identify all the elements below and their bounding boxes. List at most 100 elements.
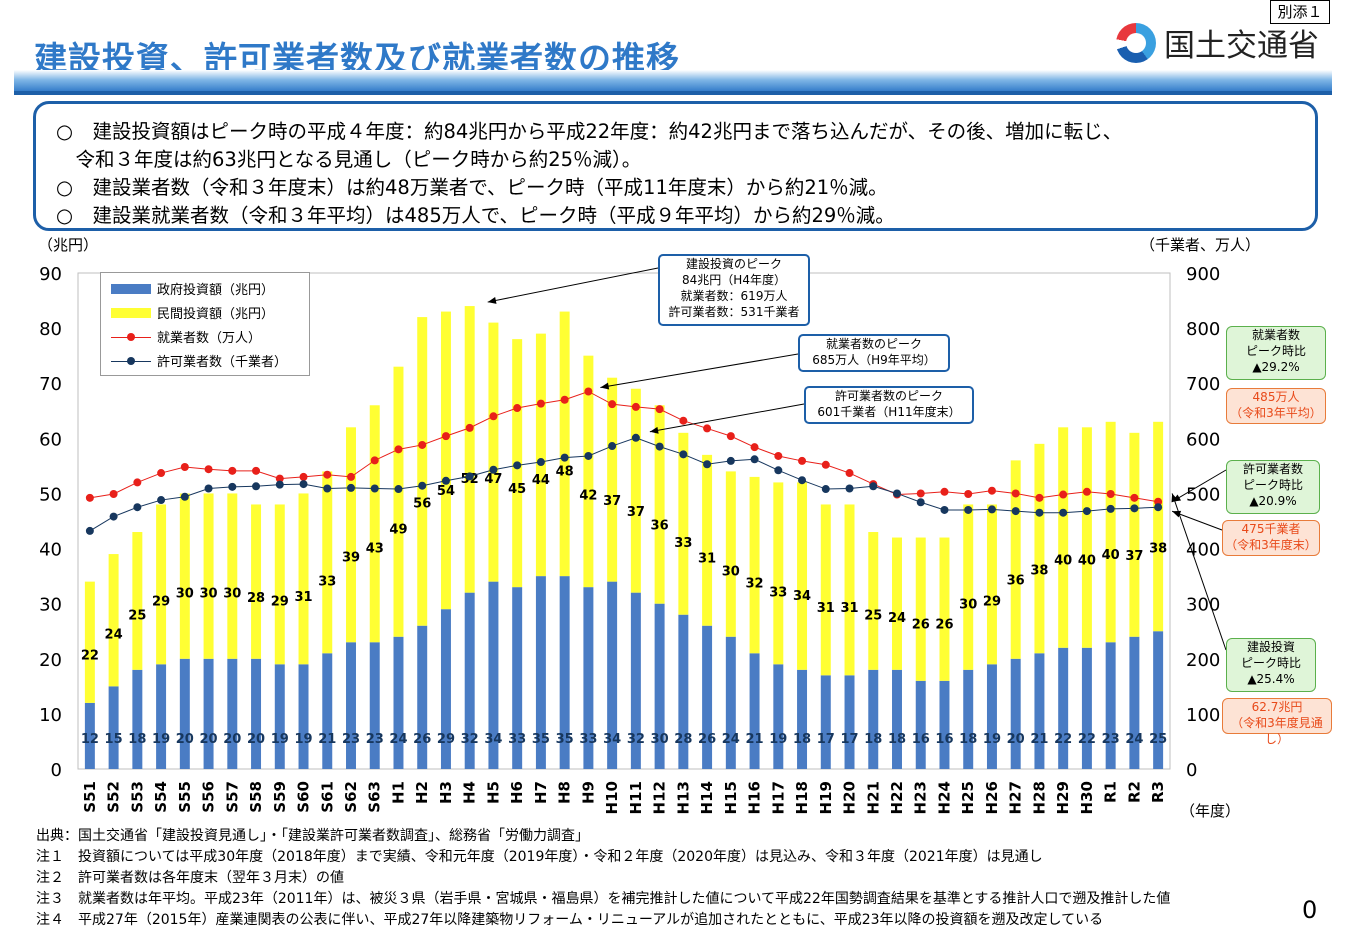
- left-tick-label: 10: [39, 705, 62, 726]
- point-workers: [916, 489, 925, 498]
- right-axis-unit: （千業者、万人）: [1140, 236, 1261, 254]
- arrow-side-workers: [1171, 469, 1227, 503]
- bar-label-government: 16: [912, 732, 930, 747]
- bar-government: [868, 669, 879, 769]
- bar-government: [298, 664, 309, 769]
- bar-label-government: 34: [484, 732, 502, 747]
- right-tick-label: 100: [1186, 705, 1220, 726]
- x-tick-label: H13: [674, 781, 692, 814]
- bar-label-private: 30: [722, 565, 740, 580]
- point-workers: [1154, 497, 1163, 506]
- left-tick-label: 80: [39, 319, 62, 340]
- bar-private: [108, 554, 119, 687]
- bar-label-government: 35: [556, 732, 574, 747]
- bar-government: [654, 603, 665, 769]
- bar-label-government: 28: [674, 732, 692, 747]
- side-workers-value-line-1: 485万人: [1252, 390, 1300, 404]
- point-workers: [940, 487, 949, 496]
- legend-swatch-government: [111, 283, 151, 294]
- bar-private: [298, 493, 309, 665]
- chart-legend: 政府投資額（兆円） 民間投資額（兆円） 就業者数（万人） 許可業者数（千業者）: [100, 272, 310, 376]
- footnote-2: 注２ 許可業者数は各年度末（翌年３月末）の値: [36, 870, 344, 886]
- bar-label-government: 23: [1102, 732, 1120, 747]
- x-tick-label: H23: [912, 781, 930, 814]
- bar-label-government: 19: [769, 732, 787, 747]
- point-workers: [109, 489, 118, 498]
- bar-label-private: 24: [888, 611, 906, 626]
- page-number: 0: [1302, 896, 1318, 924]
- bar-private: [417, 317, 428, 626]
- point-workers: [465, 423, 474, 432]
- title-underline: [14, 91, 1332, 95]
- x-tick-label: H24: [935, 781, 953, 814]
- bar-label-government: 19: [271, 732, 289, 747]
- point-workers: [1011, 489, 1020, 498]
- bar-label-private: 36: [651, 518, 669, 533]
- point-licensed: [987, 505, 996, 514]
- bar-label-government: 12: [81, 732, 99, 747]
- x-tick-label: H12: [651, 781, 669, 814]
- point-licensed: [157, 496, 166, 505]
- bar-label-private: 26: [935, 618, 953, 633]
- bar-label-private: 24: [105, 627, 123, 642]
- x-tick-label: H2: [413, 781, 431, 804]
- left-tick-label: 50: [39, 484, 62, 505]
- point-licensed: [109, 512, 118, 521]
- bar-private: [725, 471, 736, 637]
- point-workers: [275, 474, 284, 483]
- point-workers: [631, 402, 640, 411]
- bar-label-private: 38: [1149, 541, 1167, 556]
- left-tick-label: 40: [39, 540, 62, 561]
- x-tick-label: S53: [128, 781, 146, 813]
- point-workers: [964, 489, 973, 498]
- x-tick-label: H5: [484, 781, 502, 804]
- x-tick-label: H14: [698, 781, 716, 814]
- bar-private: [251, 504, 262, 659]
- bar-label-private: 37: [1125, 549, 1143, 564]
- bar-private: [915, 537, 926, 681]
- bar-label-private: 30: [176, 587, 194, 602]
- bar-government: [417, 625, 428, 769]
- point-licensed: [228, 482, 237, 491]
- legend-item-government: 政府投資額（兆円）: [111, 279, 274, 298]
- bar-private: [702, 454, 713, 626]
- right-tick-label: 800: [1186, 319, 1220, 340]
- bar-private: [322, 471, 333, 654]
- x-tick-label: H21: [864, 781, 882, 814]
- bar-private: [559, 311, 570, 577]
- x-tick-label: H28: [1030, 781, 1048, 814]
- side-licensed-ratio-line-3: ▲20.9%: [1249, 494, 1297, 508]
- point-licensed: [204, 484, 213, 493]
- bar-government: [132, 669, 143, 769]
- bar-private: [346, 427, 356, 643]
- bar-government: [678, 614, 689, 769]
- x-tick-label: R2: [1125, 781, 1143, 803]
- bar-government: [607, 581, 618, 769]
- bar-private: [179, 493, 190, 659]
- bar-government: [203, 658, 214, 769]
- bar-private: [464, 306, 475, 593]
- point-licensed: [631, 433, 640, 442]
- x-tick-label: S57: [223, 781, 241, 813]
- callout-licensed-peak-line-1: 許可業者数のピーク: [834, 389, 943, 403]
- arrow-licensed-peak-head: [649, 426, 659, 434]
- x-tick-label: H15: [722, 781, 740, 814]
- x-tick-label: H9: [579, 781, 597, 804]
- bar-label-government: 26: [698, 732, 716, 747]
- x-tick-label: H20: [841, 781, 859, 814]
- callout-investment-peak-line-1: 建設投資のピーク: [685, 257, 782, 271]
- bar-label-government: 23: [366, 732, 384, 747]
- bar-label-government: 24: [389, 732, 407, 747]
- bar-label-government: 24: [722, 732, 740, 747]
- bar-government: [583, 587, 594, 769]
- bar-private: [1010, 460, 1021, 659]
- bar-label-government: 17: [840, 732, 858, 747]
- bar-private: [203, 493, 214, 659]
- bar-label-private: 33: [674, 536, 692, 551]
- bar-government: [1129, 636, 1140, 769]
- bar-government: [892, 669, 902, 769]
- bar-private: [797, 482, 808, 670]
- left-tick-label: 90: [39, 264, 62, 285]
- bar-government: [915, 680, 926, 769]
